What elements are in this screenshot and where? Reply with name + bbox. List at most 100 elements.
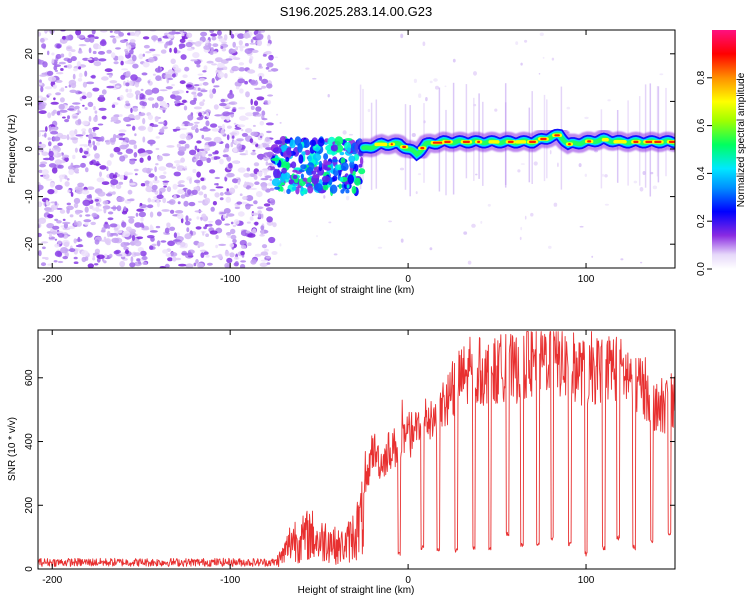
transition-blob <box>291 186 297 191</box>
noise-speckle <box>78 66 82 70</box>
noise-speckle <box>105 139 111 145</box>
noise-speckle <box>232 238 237 244</box>
noise-speckle <box>154 102 159 109</box>
sparse-speckle <box>520 163 526 165</box>
noise-speckle <box>82 120 89 126</box>
sparse-speckle <box>539 32 544 37</box>
noise-speckle <box>79 136 83 139</box>
noise-speckle <box>227 92 235 99</box>
noise-speckle <box>199 249 207 252</box>
noise-speckle <box>211 77 215 84</box>
noise-speckle <box>220 98 226 103</box>
noise-speckle <box>62 227 71 231</box>
noise-speckle <box>214 114 223 117</box>
noise-speckle <box>59 109 68 113</box>
sparse-speckle <box>333 253 338 256</box>
noise-speckle <box>260 177 269 181</box>
noise-speckle <box>179 133 187 140</box>
noise-speckle <box>55 92 61 96</box>
sparse-speckle <box>328 221 332 224</box>
noise-speckle <box>200 252 205 258</box>
noise-speckle <box>232 178 239 184</box>
noise-speckle <box>220 59 229 64</box>
noise-speckle <box>201 134 205 139</box>
noise-speckle <box>49 182 55 188</box>
noise-speckle <box>266 62 274 68</box>
noise-speckle <box>240 260 247 263</box>
noise-speckle <box>92 254 96 261</box>
noise-speckle <box>119 155 126 162</box>
noise-speckle <box>232 57 241 60</box>
sparse-speckle <box>604 174 608 178</box>
noise-speckle <box>134 115 141 120</box>
noise-speckle <box>246 167 251 172</box>
noise-speckle <box>83 219 92 223</box>
noise-speckle <box>178 146 187 152</box>
noise-speckle <box>187 189 192 195</box>
noise-speckle <box>87 263 94 268</box>
noise-speckle <box>219 102 227 107</box>
noise-speckle <box>147 197 152 203</box>
noise-speckle <box>52 225 60 230</box>
noise-speckle <box>157 37 162 42</box>
noise-speckle <box>231 65 240 72</box>
noise-speckle <box>38 110 47 114</box>
noise-speckle <box>69 248 76 253</box>
sparse-speckle <box>429 80 433 84</box>
noise-speckle <box>43 97 47 101</box>
noise-speckle <box>261 85 267 89</box>
noise-speckle <box>194 124 199 128</box>
noise-speckle <box>181 99 187 104</box>
noise-speckle <box>61 157 65 160</box>
noise-speckle <box>70 137 79 141</box>
noise-speckle <box>161 126 168 130</box>
noise-speckle <box>220 129 225 136</box>
noise-speckle <box>234 185 238 189</box>
sparse-speckle <box>524 215 527 220</box>
noise-speckle <box>259 234 265 237</box>
noise-speckle <box>142 61 150 68</box>
noise-speckle <box>166 145 175 148</box>
noise-speckle <box>47 189 55 195</box>
noise-speckle <box>179 241 186 247</box>
noise-speckle <box>195 128 199 133</box>
sparse-speckle <box>279 243 282 247</box>
noise-speckle <box>49 126 59 132</box>
noise-speckle <box>41 43 47 49</box>
noise-speckle <box>185 41 193 48</box>
sparse-speckle <box>538 73 541 75</box>
noise-speckle <box>194 145 198 151</box>
transition-blob <box>300 173 304 179</box>
noise-speckle <box>38 95 43 99</box>
noise-speckle <box>140 217 144 222</box>
noise-speckle <box>197 200 204 203</box>
noise-speckle <box>260 225 265 231</box>
noise-speckle <box>134 90 141 96</box>
noise-speckle <box>62 116 66 119</box>
noise-speckle <box>77 50 83 54</box>
noise-speckle <box>205 254 210 258</box>
noise-speckle <box>106 85 115 89</box>
noise-speckle <box>113 61 119 65</box>
sparse-speckle <box>411 133 416 137</box>
noise-speckle <box>214 183 219 186</box>
sparse-speckle <box>342 130 347 135</box>
noise-speckle <box>237 78 245 84</box>
sparse-speckle <box>475 173 478 176</box>
noise-speckle <box>184 220 191 226</box>
noise-speckle <box>66 64 73 69</box>
sparse-speckle <box>276 113 279 116</box>
transition-blob <box>360 156 364 166</box>
noise-speckle <box>62 221 71 225</box>
noise-speckle <box>215 234 219 240</box>
noise-speckle <box>267 34 271 41</box>
noise-speckle <box>53 97 56 101</box>
noise-speckle <box>146 235 155 239</box>
noise-speckle <box>265 122 274 126</box>
noise-speckle <box>230 221 234 225</box>
noise-speckle <box>252 111 260 115</box>
sparse-speckle <box>422 41 426 47</box>
noise-speckle <box>59 209 66 214</box>
transition-blob <box>292 169 298 173</box>
spectrogram-ytick-label: 20 <box>24 48 35 60</box>
